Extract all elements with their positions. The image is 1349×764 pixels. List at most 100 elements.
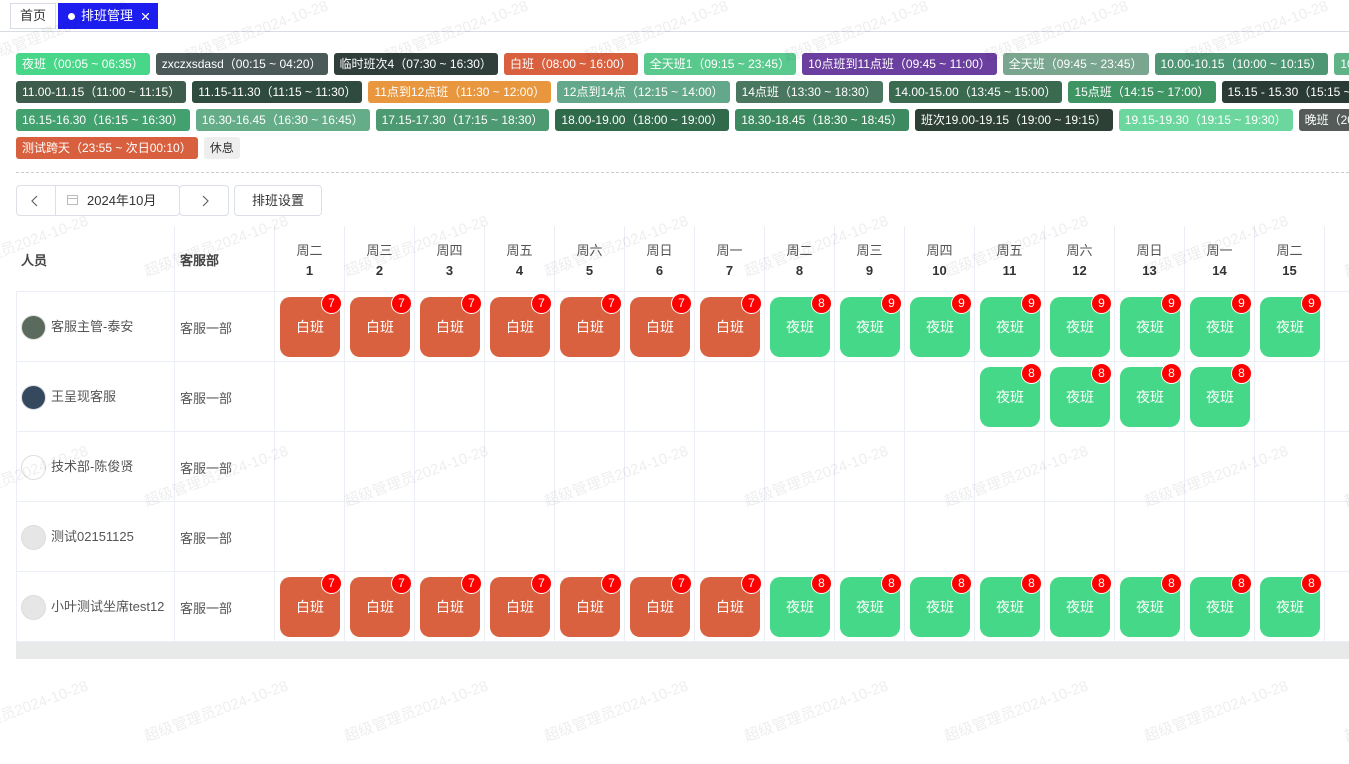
day-cell[interactable]: 夜班 9 bbox=[1045, 292, 1115, 362]
day-cell[interactable]: 白班 7 bbox=[275, 292, 345, 362]
day-cell[interactable] bbox=[625, 502, 695, 572]
day-cell[interactable]: 夜班 8 bbox=[765, 572, 835, 642]
settings-button[interactable]: 排班设置 bbox=[234, 185, 322, 216]
day-cell[interactable] bbox=[345, 432, 415, 502]
day-cell[interactable] bbox=[555, 362, 625, 432]
day-cell[interactable] bbox=[695, 362, 765, 432]
shift-tag[interactable]: 班次19.00-19.15（19:00 ~ 19:15） bbox=[914, 109, 1113, 131]
day-cell[interactable]: 夜班 8 bbox=[1045, 362, 1115, 432]
day-cell[interactable]: 夜班 8 bbox=[1185, 572, 1255, 642]
day-cell[interactable] bbox=[1045, 502, 1115, 572]
shift-tag[interactable]: 11点到12点班（11:30 ~ 12:00） bbox=[368, 81, 552, 103]
day-cell[interactable]: 白班 7 bbox=[695, 572, 765, 642]
day-cell[interactable] bbox=[905, 432, 975, 502]
day-cell[interactable] bbox=[1255, 362, 1325, 432]
day-cell[interactable]: 夜班 9 bbox=[835, 292, 905, 362]
month-picker[interactable]: 2024年10月 bbox=[16, 185, 180, 216]
day-cell[interactable]: 白班 7 bbox=[345, 572, 415, 642]
shift-tag[interactable]: zxczxsdasd（00:15 ~ 04:20） bbox=[155, 53, 328, 75]
shift-tag[interactable]: 16.15-16.30（16:15 ~ 16:30） bbox=[16, 109, 190, 131]
day-cell[interactable] bbox=[835, 432, 905, 502]
day-cell[interactable] bbox=[765, 362, 835, 432]
shift-tag[interactable]: 11.00-11.15（11:00 ~ 11:15） bbox=[16, 81, 187, 103]
shift-tag[interactable]: 临时班次4（07:30 ~ 16:30） bbox=[333, 53, 498, 75]
day-cell[interactable]: 白班 7 bbox=[625, 572, 695, 642]
shift-tag[interactable]: 全天班1（09:15 ~ 23:45） bbox=[643, 53, 797, 75]
day-cell[interactable] bbox=[625, 362, 695, 432]
home-tab[interactable]: 首页 bbox=[10, 3, 57, 29]
shift-tag[interactable]: 19.15-19.30（19:15 ~ 19:30） bbox=[1118, 109, 1293, 131]
day-cell[interactable] bbox=[835, 502, 905, 572]
shift-tag[interactable]: 白班（08:00 ~ 16:00） bbox=[503, 53, 638, 75]
day-cell[interactable]: 夜班 8 bbox=[1115, 572, 1185, 642]
day-cell[interactable] bbox=[1255, 432, 1325, 502]
shift-tag[interactable]: 14点班（13:30 ~ 18:30） bbox=[735, 81, 883, 103]
day-cell[interactable] bbox=[975, 502, 1045, 572]
day-cell[interactable] bbox=[625, 432, 695, 502]
day-cell[interactable] bbox=[765, 502, 835, 572]
day-cell[interactable] bbox=[275, 502, 345, 572]
day-cell[interactable]: 白班 7 bbox=[555, 572, 625, 642]
day-cell[interactable]: 夜班 8 bbox=[1045, 572, 1115, 642]
day-cell[interactable]: 白班 7 bbox=[275, 572, 345, 642]
close-icon[interactable] bbox=[142, 13, 150, 20]
prev-icon[interactable] bbox=[31, 195, 39, 207]
day-cell[interactable]: 白班 7 bbox=[415, 572, 485, 642]
shift-block[interactable]: 夜班 bbox=[1050, 577, 1110, 637]
day-cell[interactable] bbox=[415, 362, 485, 432]
shift-block[interactable]: 白班 bbox=[350, 297, 410, 357]
day-cell[interactable] bbox=[765, 432, 835, 502]
shift-tag[interactable]: 15.15 - 15.30（15:15 ~ 15 bbox=[1221, 81, 1349, 103]
day-cell[interactable] bbox=[1255, 502, 1325, 572]
day-cell[interactable]: 夜班 8 bbox=[835, 572, 905, 642]
scrollbar[interactable] bbox=[16, 642, 1349, 659]
day-cell[interactable] bbox=[345, 362, 415, 432]
day-cell[interactable] bbox=[485, 432, 555, 502]
day-cell[interactable]: 白班 7 bbox=[695, 292, 765, 362]
shift-block[interactable]: 白班 bbox=[280, 297, 340, 357]
day-cell[interactable]: 夜班 8 bbox=[765, 292, 835, 362]
shift-tag[interactable]: 16.30-16.45（16:30 ~ 16:45） bbox=[195, 109, 370, 131]
day-cell[interactable]: 夜班 9 bbox=[1115, 292, 1185, 362]
shift-tag[interactable]: 17.15-17.30（17:15 ~ 18:30） bbox=[375, 109, 550, 131]
day-cell[interactable]: 白班 7 bbox=[485, 292, 555, 362]
day-cell[interactable]: 白班 7 bbox=[555, 292, 625, 362]
shift-tag[interactable]: 15点班（14:15 ~ 17:00） bbox=[1068, 81, 1216, 103]
day-cell[interactable]: 白班 7 bbox=[625, 292, 695, 362]
shift-tag[interactable]: 10.00-10.15（10:00 ~ 10:15） bbox=[1154, 53, 1329, 75]
day-cell[interactable] bbox=[1185, 502, 1255, 572]
next-button[interactable] bbox=[179, 185, 229, 216]
day-cell[interactable]: 夜班 9 bbox=[1185, 292, 1255, 362]
day-cell[interactable] bbox=[1185, 432, 1255, 502]
shift-tag[interactable]: 10点班到11点班（09:45 ~ 11:00） bbox=[802, 53, 997, 75]
day-cell[interactable] bbox=[555, 502, 625, 572]
day-cell[interactable]: 夜班 9 bbox=[1255, 292, 1325, 362]
day-cell[interactable]: 夜班 9 bbox=[905, 292, 975, 362]
shift-tag[interactable]: 12点到14点（12:15 ~ 14:00） bbox=[557, 81, 730, 103]
day-cell[interactable]: 白班 7 bbox=[485, 572, 555, 642]
day-cell[interactable]: 夜班 8 bbox=[1115, 362, 1185, 432]
day-cell[interactable]: 白班 7 bbox=[345, 292, 415, 362]
day-cell[interactable]: 夜班 9 bbox=[975, 292, 1045, 362]
shift-tag[interactable]: 全天班（09:45 ~ 23:45） bbox=[1002, 53, 1149, 75]
day-cell[interactable] bbox=[1115, 432, 1185, 502]
shift-tag[interactable]: 夜班（00:05 ~ 06:35） bbox=[16, 53, 150, 75]
shift-tag[interactable]: 18.30-18.45（18:30 ~ 18:45） bbox=[735, 109, 909, 131]
shift-block[interactable]: 夜班 bbox=[1120, 577, 1180, 637]
shift-tag[interactable]: 11.15-11.30（11:15 ~ 11:30） bbox=[192, 81, 363, 103]
day-cell[interactable]: 夜班 8 bbox=[1255, 572, 1325, 642]
day-cell[interactable] bbox=[415, 502, 485, 572]
day-cell[interactable] bbox=[1115, 502, 1185, 572]
shift-tag[interactable]: 晚班（20:00 ~ bbox=[1298, 109, 1349, 131]
shift-block[interactable]: 白班 bbox=[560, 577, 620, 637]
day-cell[interactable] bbox=[485, 502, 555, 572]
shift-tag[interactable]: 14.00-15.00（13:45 ~ 15:00） bbox=[888, 81, 1063, 103]
day-cell[interactable] bbox=[415, 432, 485, 502]
day-cell[interactable] bbox=[695, 502, 765, 572]
day-cell[interactable] bbox=[905, 362, 975, 432]
day-cell[interactable] bbox=[835, 362, 905, 432]
day-cell[interactable] bbox=[275, 362, 345, 432]
day-cell[interactable]: 夜班 8 bbox=[975, 572, 1045, 642]
day-cell[interactable] bbox=[905, 502, 975, 572]
day-cell[interactable]: 夜班 8 bbox=[905, 572, 975, 642]
